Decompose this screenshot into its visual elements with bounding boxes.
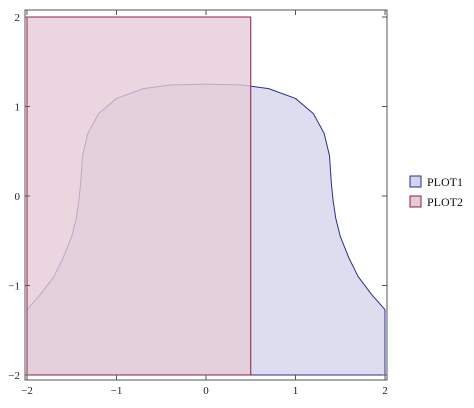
x-tick-label: −1 (111, 385, 123, 397)
x-tick-label: 0 (203, 385, 209, 397)
y-tick-label: −1 (8, 281, 20, 293)
y-tick-label: 2 (15, 12, 21, 24)
legend-label: PLOT1 (427, 175, 463, 189)
x-tick-label: 1 (293, 385, 299, 397)
x-tick-label: 2 (382, 385, 388, 397)
y-tick-label: 1 (15, 102, 21, 114)
legend-label: PLOT2 (427, 195, 463, 209)
axis-ticks: −2 −1 0 1 2 −2 −1 0 1 2 (8, 10, 388, 397)
y-tick-label: −2 (8, 370, 20, 382)
legend-swatch (409, 175, 422, 188)
y-tick-label: 0 (15, 191, 21, 203)
legend-swatch (409, 195, 422, 208)
series-area-2 (26, 16, 252, 376)
x-tick-label: −2 (21, 385, 33, 397)
plot-area (26, 16, 386, 376)
legend: PLOT1 PLOT2 (409, 175, 463, 209)
